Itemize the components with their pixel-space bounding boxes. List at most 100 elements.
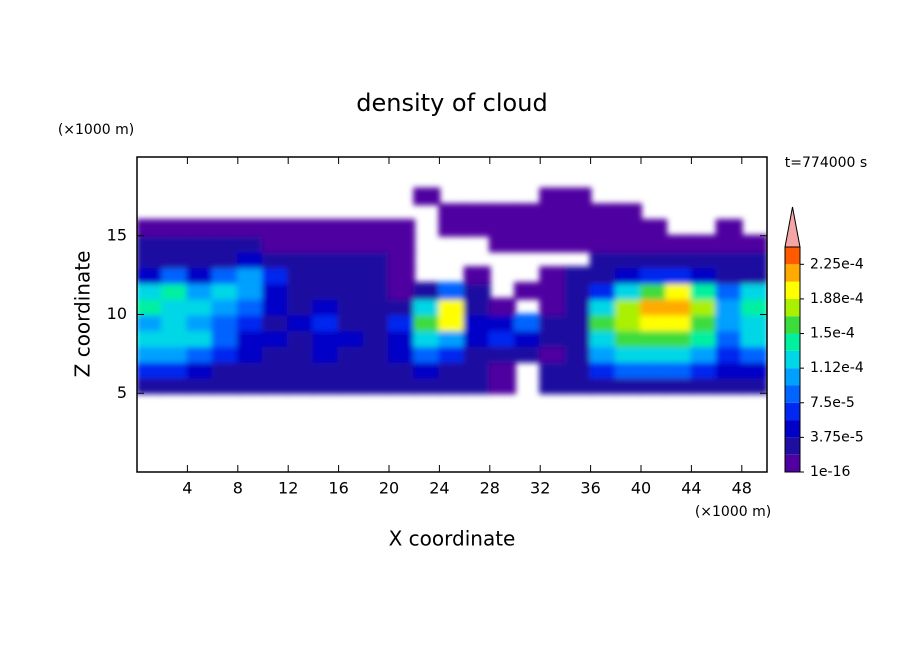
cell [161, 313, 189, 332]
cell [488, 234, 516, 253]
cell [388, 297, 416, 316]
cell [640, 234, 668, 253]
cell [589, 313, 617, 332]
cell [539, 360, 567, 379]
cell [362, 297, 390, 316]
cell [488, 345, 516, 363]
cell [137, 282, 164, 300]
cell [186, 313, 214, 332]
cell [262, 345, 290, 363]
cell [438, 297, 466, 316]
cell [715, 282, 743, 300]
cell [690, 297, 718, 316]
cell [715, 297, 743, 316]
cell [262, 282, 290, 300]
cell [186, 345, 214, 363]
cell [740, 329, 767, 347]
cell [388, 376, 416, 395]
cell [589, 345, 617, 363]
cell [564, 234, 592, 253]
cell [337, 329, 365, 347]
cell [236, 234, 264, 253]
cell [137, 250, 164, 269]
cell [539, 234, 567, 253]
cell [137, 345, 164, 363]
cell [262, 329, 290, 347]
x-tick-label: 24 [429, 479, 449, 498]
cell [186, 250, 214, 269]
cell [362, 360, 390, 379]
colorbar-band [785, 281, 800, 299]
cell [262, 234, 290, 253]
cell [539, 329, 567, 347]
cell [463, 203, 491, 221]
cell [287, 313, 315, 332]
chart-title: density of cloud [356, 89, 547, 117]
cell [236, 250, 264, 269]
cell [413, 345, 441, 363]
x-tick-label: 40 [631, 479, 651, 498]
cell [640, 297, 668, 316]
cell [690, 234, 718, 253]
cell [186, 234, 214, 253]
cell [614, 297, 642, 316]
x-tick-label: 8 [233, 479, 243, 498]
cell [337, 376, 365, 395]
cell [312, 234, 340, 253]
cell [337, 219, 365, 237]
cell [211, 360, 239, 379]
colorbar-band [785, 437, 800, 455]
cell [262, 250, 290, 269]
cell [388, 266, 416, 284]
cell [614, 345, 642, 363]
x-tick-label: 4 [182, 479, 192, 498]
cell [564, 282, 592, 300]
cell [236, 266, 264, 284]
cell [463, 282, 491, 300]
cell [211, 234, 239, 253]
cell [715, 234, 743, 253]
cell [161, 234, 189, 253]
cell [640, 345, 668, 363]
cell [388, 282, 416, 300]
cell [589, 266, 617, 284]
cell [589, 360, 617, 379]
cell [362, 250, 390, 269]
cell [236, 282, 264, 300]
cell [312, 219, 340, 237]
cell [514, 345, 542, 363]
cell [186, 282, 214, 300]
cell [539, 313, 567, 332]
x-tick-label: 12 [278, 479, 298, 498]
cell [690, 313, 718, 332]
cell [488, 297, 516, 316]
cell [312, 360, 340, 379]
colorbar-band [785, 298, 800, 317]
cell [665, 329, 693, 347]
x-axis-label: X coordinate [389, 527, 516, 551]
colorbar-tick-label: 1.12e-4 [810, 360, 864, 376]
cell [137, 297, 164, 316]
cell [211, 313, 239, 332]
cell [715, 266, 743, 284]
cell [287, 219, 315, 237]
cell [362, 329, 390, 347]
cell [161, 219, 189, 237]
cell [362, 345, 390, 363]
cell [438, 360, 466, 379]
cell [715, 313, 743, 332]
field [137, 187, 767, 395]
cells [137, 187, 767, 395]
colorbar-band [785, 333, 800, 351]
cell [539, 376, 567, 395]
cell [589, 250, 617, 269]
colorbar-tick-label: 7.5e-5 [810, 395, 855, 411]
cell [539, 187, 567, 206]
cell [463, 266, 491, 284]
cell [514, 329, 542, 347]
x-tick-label: 36 [580, 479, 600, 498]
cell [564, 313, 592, 332]
cell [614, 203, 642, 221]
cell [388, 313, 416, 332]
cell [337, 266, 365, 284]
